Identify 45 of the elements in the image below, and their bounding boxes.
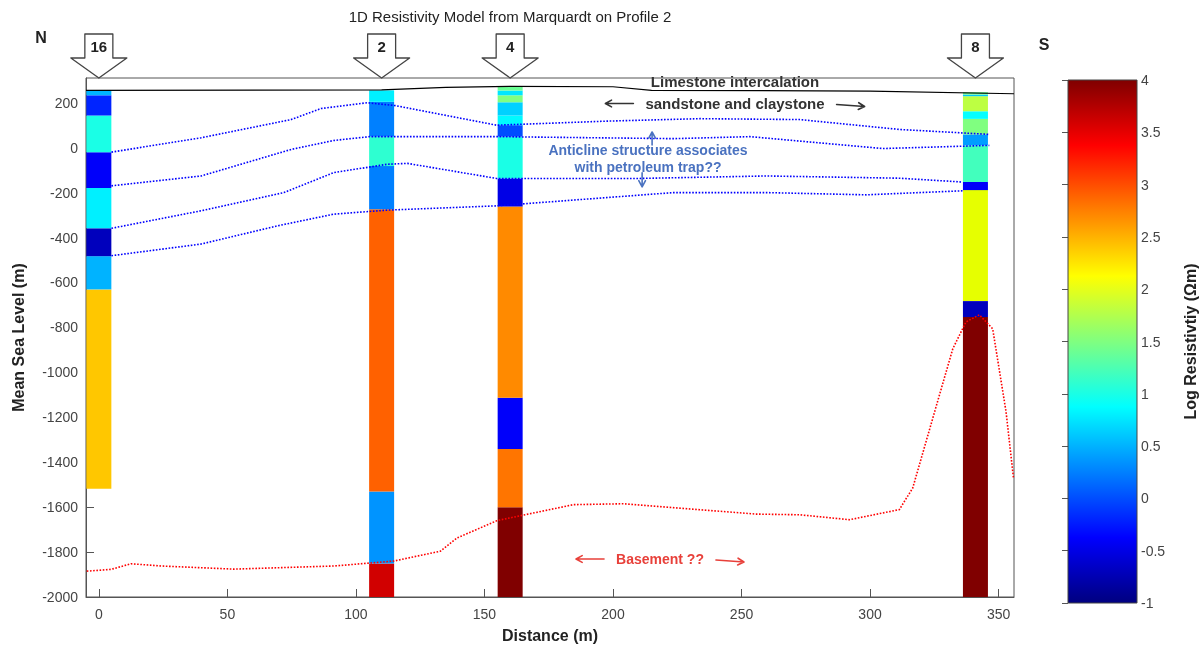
y-tick-label: -400: [49, 229, 79, 246]
x-tick-label: 150: [472, 606, 497, 622]
y-tick-label: -200: [49, 184, 79, 201]
chart-title: 1D Resistivity Model from Marquardt on Profile 2: [348, 8, 672, 25]
color-bar-label: 2.5: [1141, 228, 1161, 245]
annotation: Limestone intercalation: [650, 73, 820, 90]
text: 2: [377, 38, 386, 55]
y-tick-label: -1200: [42, 409, 79, 426]
x-tick-label: 0: [94, 606, 103, 622]
text: S: [1038, 36, 1050, 53]
color-bar-label: -0.5: [1141, 542, 1166, 559]
color-bar-label: 0: [1141, 490, 1149, 507]
annotation: Basement ??: [616, 551, 704, 567]
color-bar-label: 3: [1141, 176, 1149, 193]
text: 16: [90, 38, 108, 55]
annotation: Anticline structure associates with petroleum trap??: [548, 142, 748, 175]
text: N: [35, 29, 47, 46]
annotation: sandstone and claystone: [645, 95, 825, 112]
y-tick-label: -1000: [42, 364, 79, 381]
color-bar-title: Log Resistivtiy (Ωm): [1181, 263, 1199, 420]
color-bar-label: -1: [1141, 595, 1154, 611]
x-tick-label: 100: [344, 606, 368, 622]
y-tick-label: -1800: [42, 544, 79, 561]
x-tick-label: 250: [729, 606, 754, 622]
x-tick-label: 200: [601, 606, 625, 622]
color-bar-label: 1: [1141, 385, 1149, 402]
y-tick-label: 0: [70, 139, 79, 156]
x-axis-title: Distance (m): [501, 626, 599, 644]
y-tick-label: -600: [49, 274, 79, 291]
color-bar-label: 2: [1141, 281, 1149, 298]
color-bar-label: 3.5: [1141, 124, 1161, 141]
color-bar-label: 0.5: [1141, 438, 1161, 455]
x-tick-label: 300: [858, 606, 882, 622]
color-bar-label: 4: [1141, 72, 1149, 88]
y-tick-label: 200: [54, 94, 79, 111]
text: 8: [971, 38, 980, 55]
text: 4: [505, 38, 515, 55]
y-tick-label: -1400: [42, 454, 79, 471]
y-tick-label: -800: [49, 319, 79, 336]
y-tick-label: -1600: [42, 499, 79, 516]
y-tick-label: -2000: [42, 589, 79, 605]
color-bar-label: 1.5: [1141, 333, 1161, 350]
y-axis-title: Mean Sea Level (m): [9, 263, 27, 412]
x-tick-label: 50: [219, 606, 236, 622]
x-tick-label: 350: [986, 606, 1011, 622]
